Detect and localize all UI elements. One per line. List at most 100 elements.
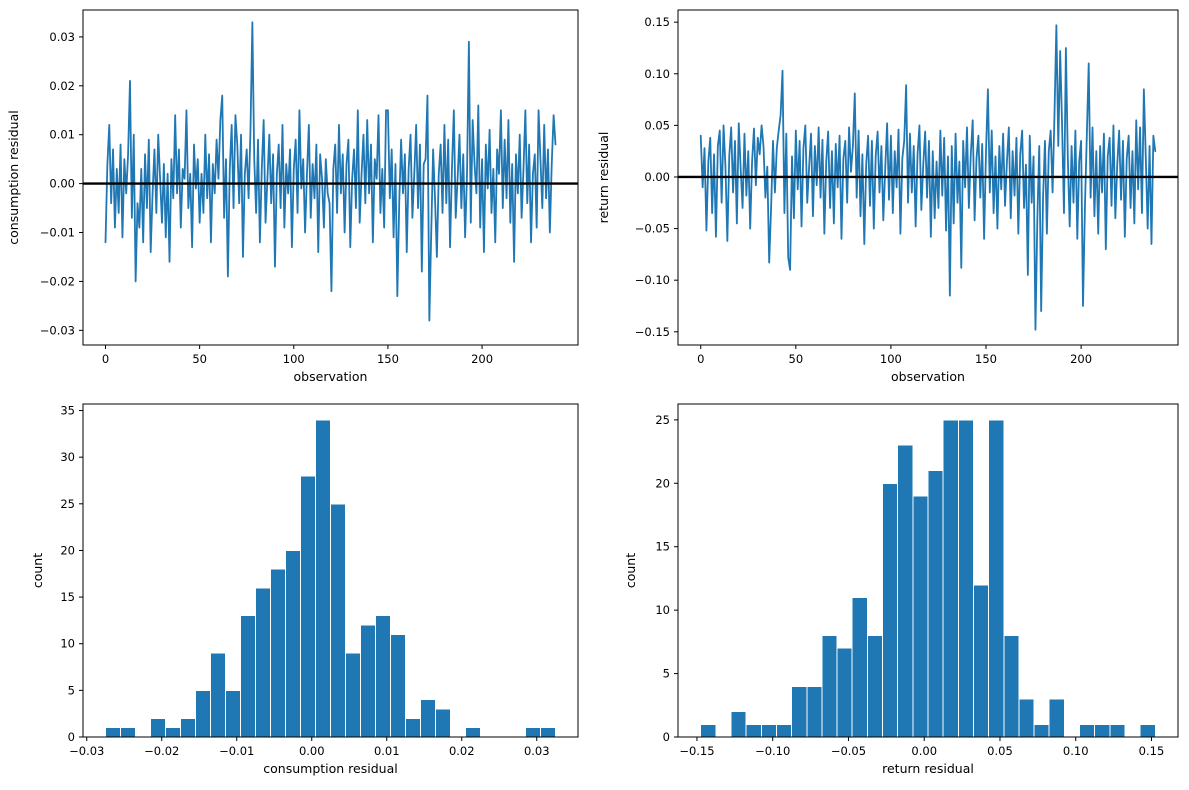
y-tick-label: 0.00: [49, 177, 75, 191]
y-tick-label: 20: [655, 476, 670, 490]
y-tick-label: −0.03: [40, 323, 75, 337]
histogram-bar: [851, 596, 868, 738]
histogram-bar: [1094, 723, 1111, 738]
histogram-bar: [700, 723, 717, 738]
histogram-bar: [1003, 635, 1020, 738]
histogram-bar: [315, 419, 331, 738]
histogram-bar: [912, 495, 929, 738]
histogram-bar: [240, 615, 256, 738]
x-tick-label: 0: [102, 352, 109, 366]
consumption-residual-hist-chart: −0.03 −0.02 −0.01 0.00 0.01 0.02 0.03 0 5 10 15 20 2…: [30, 403, 579, 776]
axes-frame: [677, 403, 1179, 738]
x-tick-label: 50: [789, 352, 804, 366]
histogram-bar: [745, 723, 762, 738]
y-tick-label: 0.15: [644, 15, 670, 29]
histogram-bar: [927, 470, 944, 738]
histogram-bar: [165, 727, 181, 738]
histogram-bar: [760, 723, 777, 738]
x-tick-label: 0.00: [911, 744, 937, 758]
histogram-bar: [300, 475, 316, 738]
histogram-bar: [821, 635, 838, 738]
axes-frame: [82, 9, 579, 346]
x-axis-label: consumption residual: [263, 761, 397, 776]
y-tick-label: 0.03: [49, 30, 75, 44]
x-tick-label: 200: [1070, 352, 1092, 366]
y-tick-label: 0: [663, 730, 670, 744]
x-axis-label: return residual: [882, 761, 974, 776]
histogram-bar: [150, 717, 166, 738]
histogram-bar: [105, 727, 121, 738]
histogram-bar: [791, 685, 808, 738]
histogram-bar: [285, 549, 301, 738]
x-tick-label: 0.00: [299, 744, 325, 758]
y-axis-label: count: [623, 553, 638, 588]
histogram-bar: [1139, 723, 1156, 738]
histogram-bar: [836, 647, 853, 738]
x-tick-label: −0.10: [755, 744, 790, 758]
histogram-bar: [1109, 723, 1126, 738]
y-tick-label: 5: [68, 683, 75, 697]
x-tick-label: 0: [697, 352, 704, 366]
y-tick-label: 0.00: [644, 170, 670, 184]
x-tick-label: 0.01: [374, 744, 400, 758]
histogram-bar: [540, 727, 556, 738]
histogram-bar: [345, 652, 361, 738]
histogram-bar: [120, 727, 136, 738]
histogram-bar: [525, 727, 541, 738]
histogram-bar: [1033, 723, 1050, 738]
y-axis-label: return residual: [596, 132, 611, 224]
y-tick-label: −0.05: [635, 222, 670, 236]
histogram-bar: [435, 708, 451, 738]
y-tick-label: 0.02: [49, 79, 75, 93]
y-tick-label: −0.15: [635, 325, 670, 339]
y-tick-label: 30: [60, 450, 75, 464]
histogram-bar: [942, 419, 959, 738]
histogram-bar: [465, 727, 481, 738]
y-tick-label: −0.02: [40, 274, 75, 288]
histogram-bar: [180, 717, 196, 738]
histogram-bar: [255, 587, 271, 738]
return-residual-line-chart: 0 50 100 150 200 −0.15 −0.10 −0.05 0.00 0.05 0.10 0…: [596, 9, 1179, 384]
y-axis-label: count: [30, 553, 45, 588]
histogram-bar: [972, 584, 990, 738]
x-tick-label: 50: [192, 352, 207, 366]
histogram-bar: [390, 633, 406, 738]
y-tick-label: 25: [60, 497, 75, 511]
x-tick-label: −0.03: [69, 744, 104, 758]
histogram-bar: [1048, 698, 1065, 738]
axes-frame: [677, 9, 1179, 346]
histogram-bar: [866, 635, 884, 738]
x-tick-label: 150: [377, 352, 399, 366]
histogram-bar: [775, 723, 793, 738]
residual-series-line: [104, 21, 557, 322]
y-axis-label: consumption residual: [6, 110, 21, 244]
histogram-bar: [988, 419, 1005, 738]
y-tick-label: 0.05: [644, 118, 670, 132]
y-tick-label: 0: [68, 730, 75, 744]
y-tick-label: 10: [655, 603, 670, 617]
x-tick-label: 0.03: [524, 744, 550, 758]
x-axis-label: observation: [891, 369, 965, 384]
x-tick-label: 0.05: [987, 744, 1013, 758]
y-tick-label: 15: [60, 590, 75, 604]
x-tick-label: −0.01: [219, 744, 254, 758]
consumption-residual-line-chart: 0 50 100 150 200 −0.03 −0.02 −0.01 0.00 0.01 0.02 0…: [6, 9, 579, 384]
histogram-bar: [270, 568, 286, 738]
residual-series-line: [699, 24, 1157, 331]
histogram-bar: [405, 717, 421, 738]
histogram-bar: [882, 482, 899, 738]
histogram-bar: [195, 689, 211, 738]
x-tick-label: 100: [283, 352, 305, 366]
return-residual-hist-chart: −0.15 −0.10 −0.05 0.00 0.05 0.10 0.15 0 5 10 15 20 2…: [623, 403, 1179, 776]
histogram-bar: [420, 699, 436, 738]
x-tick-label: −0.15: [679, 744, 714, 758]
histogram-bar: [225, 689, 241, 738]
x-tick-label: 0.10: [1063, 744, 1089, 758]
y-tick-label: −0.10: [635, 273, 670, 287]
x-tick-label: 0.02: [449, 744, 475, 758]
axes-frame: [82, 403, 579, 738]
histogram-bar: [1018, 698, 1035, 738]
y-tick-label: 5: [663, 667, 670, 681]
